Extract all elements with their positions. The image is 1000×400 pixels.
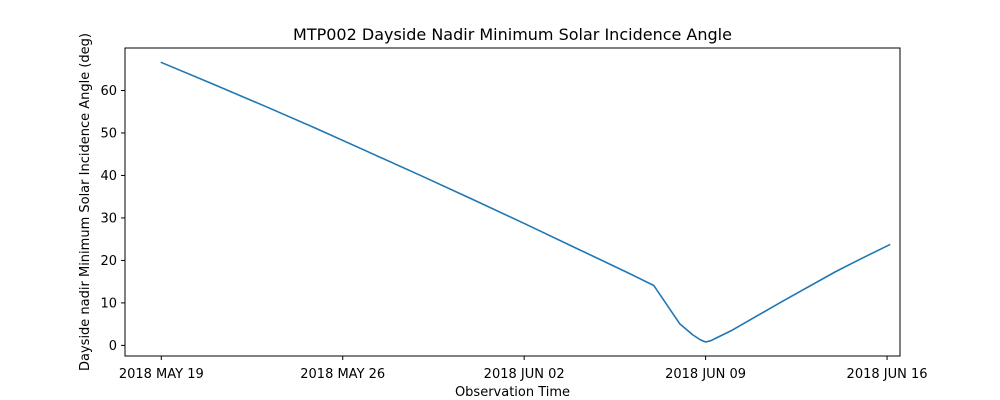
y-tick-label: 50 xyxy=(100,126,117,141)
y-axis: 0 10 20 30 40 50 60 xyxy=(100,84,125,354)
y-tick-label: 0 xyxy=(109,339,117,354)
x-axis-label: Observation Time xyxy=(455,385,570,400)
x-axis: 2018 MAY 19 2018 MAY 26 2018 JUN 02 2018 JU… xyxy=(119,356,928,382)
y-tick-label: 40 xyxy=(100,169,117,184)
x-tick-label: 2018 JUN 09 xyxy=(665,367,746,382)
series-layer xyxy=(160,61,891,343)
y-tick-label: 10 xyxy=(100,296,117,311)
y-tick-label: 30 xyxy=(100,211,117,226)
x-tick-label: 2018 JUN 16 xyxy=(847,367,928,382)
y-tick-label: 20 xyxy=(100,254,117,269)
plot-area xyxy=(124,47,901,357)
y-tick-label: 60 xyxy=(100,84,117,99)
x-tick-label: 2018 JUN 02 xyxy=(484,367,565,382)
x-tick-label: 2018 MAY 19 xyxy=(119,367,204,382)
y-axis-label: Dayside nadir Minimum Solar Incidence An… xyxy=(78,33,93,371)
series-line xyxy=(160,61,891,343)
x-tick-label: 2018 MAY 26 xyxy=(300,367,385,382)
plot-border xyxy=(124,47,901,357)
chart-title: MTP002 Dayside Nadir Minimum Solar Incid… xyxy=(293,25,732,44)
